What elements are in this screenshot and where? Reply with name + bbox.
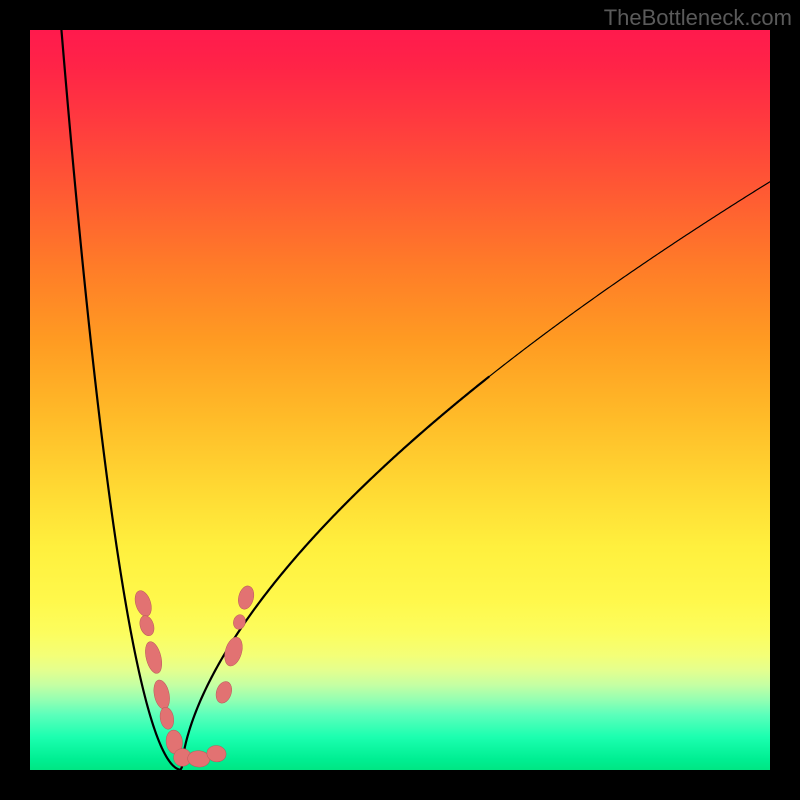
gradient-background bbox=[30, 30, 770, 770]
plot-area bbox=[30, 30, 770, 770]
watermark-text: TheBottleneck.com bbox=[604, 5, 792, 31]
chart-root: TheBottleneck.com bbox=[0, 0, 800, 800]
